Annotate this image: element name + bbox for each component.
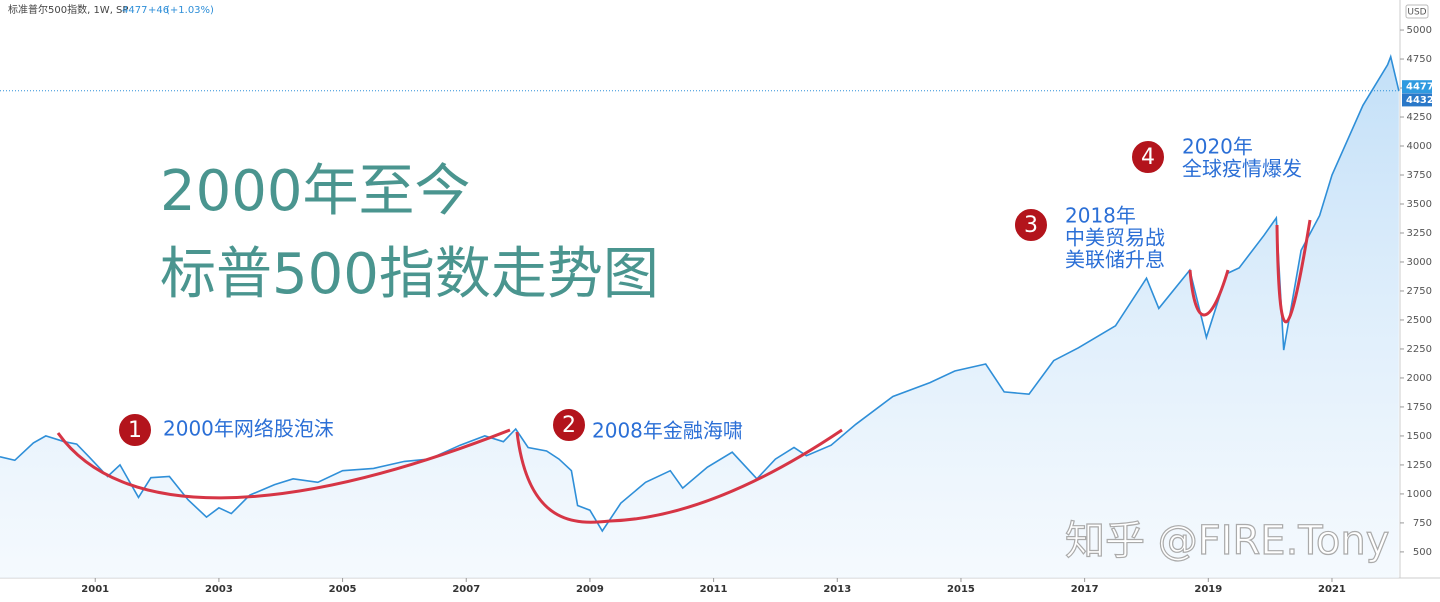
x-tick-label: 2009 — [576, 584, 604, 595]
y-tick-label: 500 — [1413, 547, 1432, 558]
y-tick-label: 2000 — [1407, 373, 1432, 384]
change: +46 — [148, 5, 169, 16]
last: 4477 — [122, 5, 147, 16]
x-tick-label: 2003 — [205, 584, 233, 595]
x-tick-label: 2017 — [1071, 584, 1099, 595]
marker-number: 3 — [1024, 213, 1038, 238]
annotation-text: 2020年 — [1182, 135, 1253, 159]
marker-circle — [551, 407, 587, 443]
y-tick-label: 3250 — [1407, 228, 1432, 239]
annotation-text: 2000年网络股泡沫 — [163, 417, 334, 441]
y-tick-label: 2250 — [1407, 344, 1432, 355]
x-tick-label: 2005 — [329, 584, 357, 595]
annotation-text: 2018年 — [1065, 204, 1136, 228]
y-tick-label: 4000 — [1407, 141, 1432, 152]
y-tick-label: 4750 — [1407, 54, 1432, 65]
price-label-box — [1402, 80, 1432, 94]
x-tick-label: 2019 — [1194, 584, 1222, 595]
y-tick-label: 2500 — [1407, 315, 1432, 326]
x-tick-label: 2007 — [452, 584, 480, 595]
marker-number: 4 — [1141, 145, 1155, 170]
area — [0, 56, 1399, 578]
y-tick-label: 2750 — [1407, 286, 1432, 297]
x-tick-label: 2015 — [947, 584, 975, 595]
y-tick-label: 3750 — [1407, 170, 1432, 181]
marker-number: 2 — [562, 413, 576, 438]
x-tick-label: 2013 — [823, 584, 851, 595]
annotation-text: 中美贸易战 — [1065, 226, 1165, 250]
price-label: 4477 — [1406, 82, 1434, 93]
big-title: 标普500指数走势图 — [160, 242, 659, 307]
y-tick-label: 4250 — [1407, 112, 1432, 123]
y-tick-label: 1250 — [1407, 460, 1432, 471]
symbol: 标准普尔500指数, 1W, SP — [8, 3, 128, 16]
change-pct: (+1.03%) — [166, 5, 214, 16]
annotation-text: 2008年金融海啸 — [592, 419, 743, 443]
x-tick-label: 2011 — [700, 584, 728, 595]
y-tick-label: 5000 — [1407, 25, 1432, 36]
marker-circle — [1013, 207, 1049, 243]
y-tick-label: 1500 — [1407, 431, 1432, 442]
y-tick-label: 750 — [1413, 518, 1432, 529]
annotation-text: 美联储升息 — [1065, 248, 1165, 272]
watermark: 知乎 @FIRE.Tony — [1065, 518, 1389, 564]
y-tick-label: 1000 — [1407, 489, 1432, 500]
x-tick-label: 2001 — [81, 584, 109, 595]
curve — [1275, 219, 1312, 324]
big-title: 2000年至今 — [160, 159, 471, 224]
marker-number: 1 — [128, 418, 142, 443]
annotation-text: 全球疫情爆发 — [1182, 157, 1302, 181]
currency-box — [1405, 4, 1429, 19]
x-tick-label: 2021 — [1318, 584, 1346, 595]
y-tick-label: 1750 — [1407, 402, 1432, 413]
curve — [1188, 269, 1230, 317]
highlight-curves — [56, 219, 1312, 524]
price-label-box — [1402, 93, 1432, 107]
marker-circle — [1130, 139, 1166, 175]
marker-circle — [117, 412, 153, 448]
curve — [515, 428, 843, 524]
overlay: 500 750 1000 1250 1500 1750 2000 2250 2500 2750 30… — [8, 3, 1434, 595]
curve — [56, 428, 511, 500]
y-tick-label: 3000 — [1407, 257, 1432, 268]
y-tick-label: 3500 — [1407, 199, 1432, 210]
price-label: 4432 — [1406, 95, 1434, 106]
currency: USD — [1407, 8, 1426, 18]
